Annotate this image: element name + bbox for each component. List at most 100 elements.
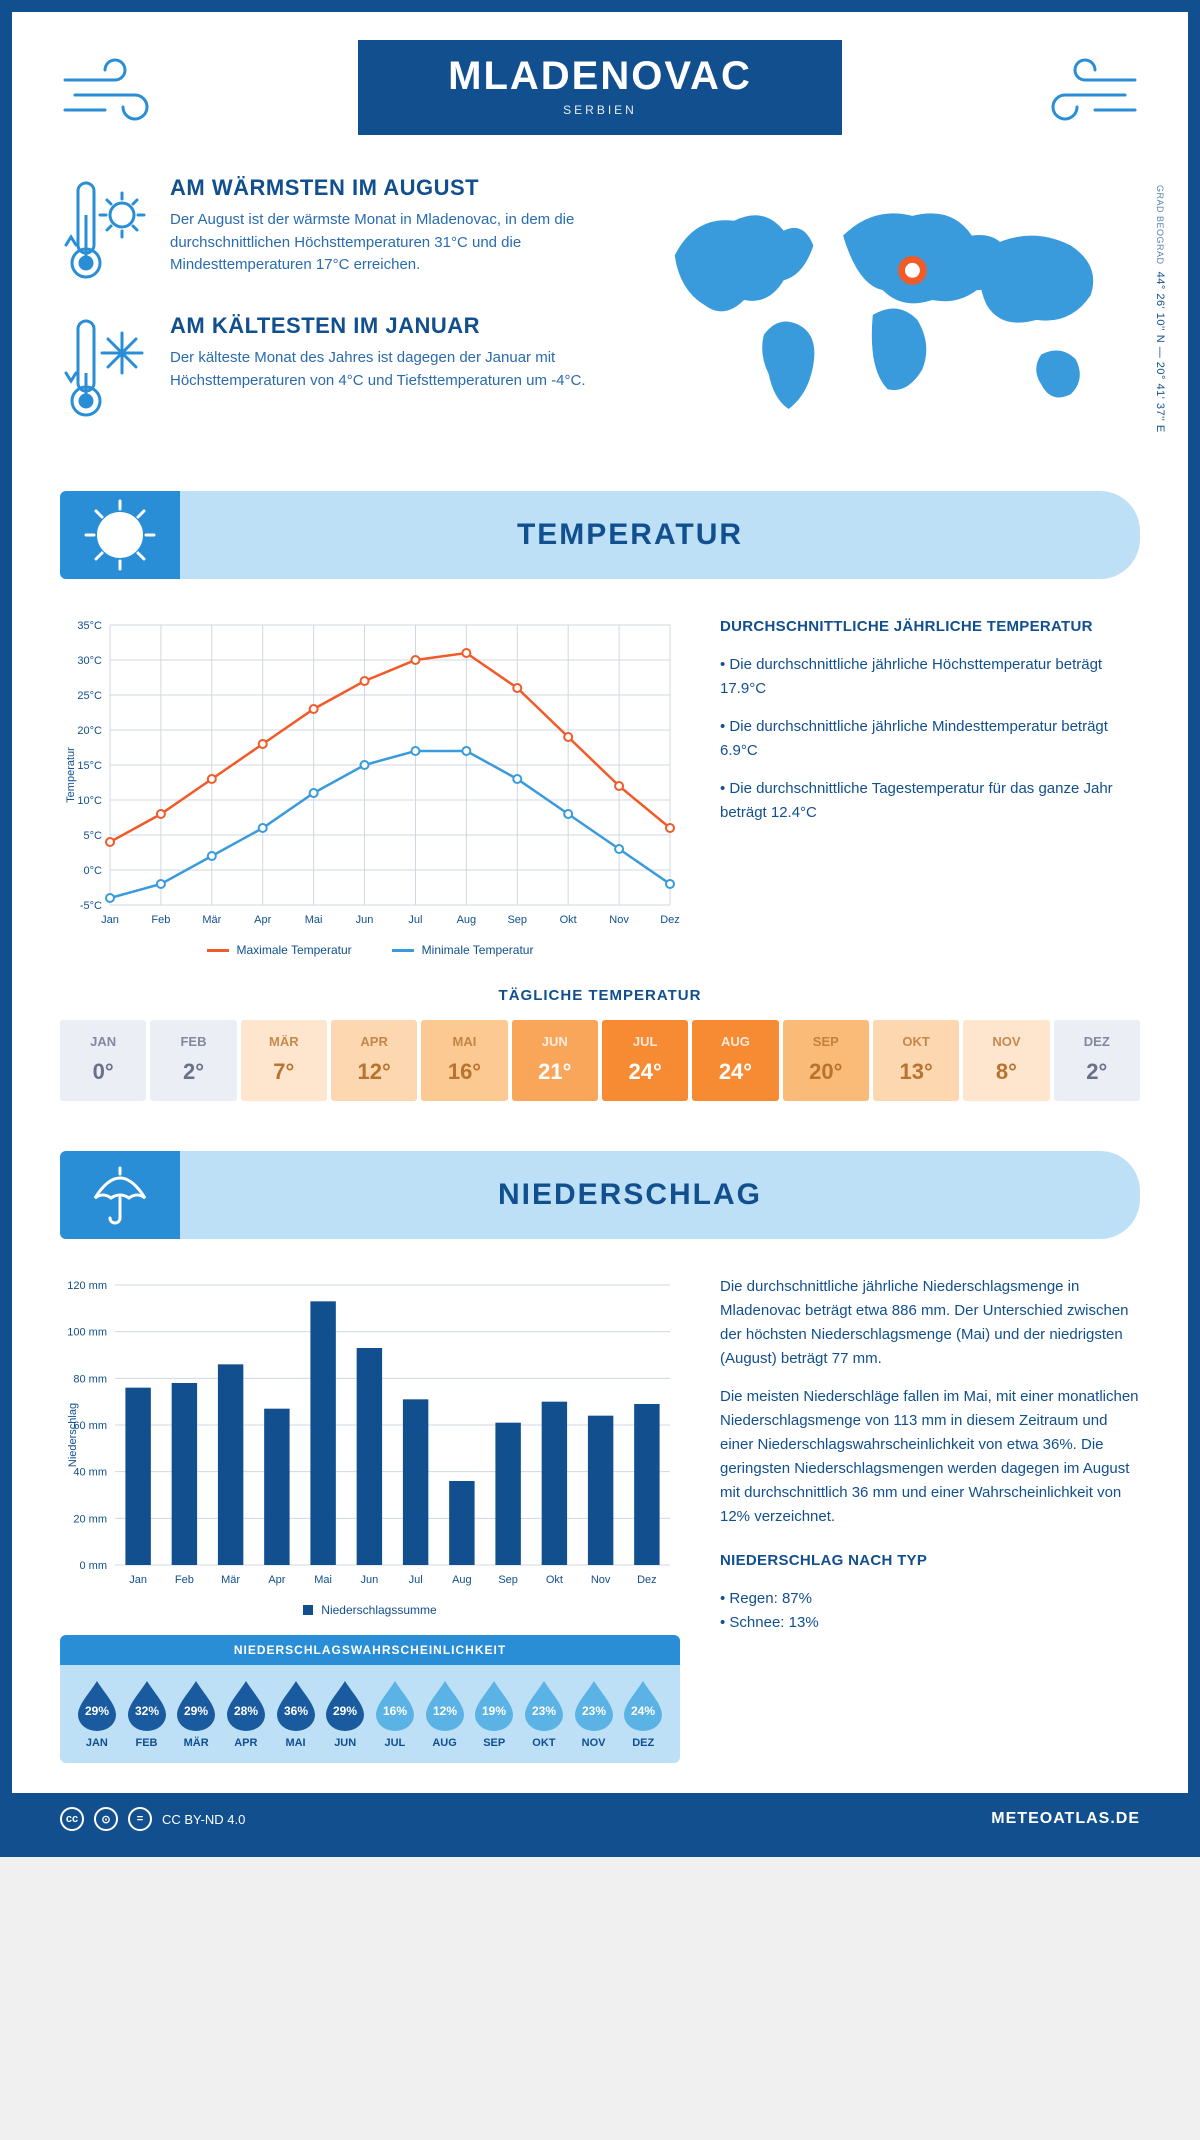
probability-drop: 12%AUG [422,1679,468,1749]
svg-text:Jun: Jun [356,914,374,926]
month-cell: SEP20° [783,1020,869,1101]
daily-temp-grid: JAN0°FEB2°MÄR7°APR12°MAI16°JUN21°JUL24°A… [60,1020,1140,1101]
coldest-title: AM KÄLTESTEN IM JANUAR [170,313,605,339]
svg-text:Sep: Sep [507,914,527,926]
temperature-chart: -5°C0°C5°C10°C15°C20°C25°C30°C35°CJanFeb… [60,615,680,957]
precipitation-section-header: NIEDERSCHLAG [60,1151,1140,1239]
month-cell: JUL24° [602,1020,688,1101]
wind-icon [1030,50,1140,130]
precipitation-summary: Die durchschnittliche jährliche Niedersc… [720,1275,1140,1763]
precipitation-chart: 0 mm20 mm40 mm60 mm80 mm100 mm120 mmJanF… [60,1275,680,1763]
temperature-summary: DURCHSCHNITTLICHE JÄHRLICHE TEMPERATUR •… [720,615,1140,957]
svg-text:Aug: Aug [457,914,477,926]
svg-text:120 mm: 120 mm [67,1280,107,1292]
svg-text:Feb: Feb [151,914,170,926]
page: MLADENOVAC SERBIEN AM WÄRMSTEN IM AUGUST… [0,0,1200,1857]
svg-text:Temperatur: Temperatur [65,747,77,803]
svg-text:-5°C: -5°C [80,900,102,912]
svg-text:Jul: Jul [409,1574,423,1586]
svg-text:Jul: Jul [408,914,422,926]
probability-drop: 28%APR [223,1679,269,1749]
month-cell: NOV8° [963,1020,1049,1101]
intro-row: AM WÄRMSTEN IM AUGUST Der August ist der… [60,175,1140,451]
header: MLADENOVAC SERBIEN [60,40,1140,135]
probability-drop: 36%MAI [273,1679,319,1749]
svg-text:29%: 29% [184,1704,208,1718]
month-cell: JUN21° [512,1020,598,1101]
cc-icon: cc [60,1807,84,1831]
svg-text:Mär: Mär [202,914,221,926]
svg-text:Apr: Apr [268,1574,285,1586]
precipitation-legend: Niederschlagssumme [60,1603,680,1617]
svg-text:5°C: 5°C [84,830,103,842]
svg-text:Mär: Mär [221,1574,240,1586]
warmest-title: AM WÄRMSTEN IM AUGUST [170,175,605,201]
month-cell: AUG24° [692,1020,778,1101]
thermometer-hot-icon [60,175,150,285]
umbrella-icon [60,1151,180,1239]
svg-text:Jun: Jun [361,1574,379,1586]
temperature-legend: Maximale Temperatur Minimale Temperatur [60,943,680,957]
svg-text:29%: 29% [85,1704,109,1718]
warmest-text: Der August ist der wärmste Monat in Mlad… [170,209,605,277]
svg-text:Apr: Apr [254,914,271,926]
month-cell: OKT13° [873,1020,959,1101]
sun-icon [60,491,180,579]
svg-text:Niederschlag: Niederschlag [67,1403,79,1467]
svg-text:25°C: 25°C [77,690,102,702]
svg-text:Okt: Okt [546,1574,563,1586]
warmest-fact: AM WÄRMSTEN IM AUGUST Der August ist der… [60,175,605,285]
probability-drop: 19%SEP [471,1679,517,1749]
probability-drop: 29%MÄR [173,1679,219,1749]
svg-text:20 mm: 20 mm [73,1513,107,1525]
month-cell: MÄR7° [241,1020,327,1101]
coldest-fact: AM KÄLTESTEN IM JANUAR Der kälteste Mona… [60,313,605,423]
nd-icon: = [128,1807,152,1831]
svg-text:10°C: 10°C [77,795,102,807]
svg-text:Aug: Aug [452,1574,472,1586]
svg-text:Jan: Jan [101,914,119,926]
svg-text:19%: 19% [482,1704,506,1718]
svg-text:Jan: Jan [129,1574,147,1586]
svg-text:Dez: Dez [637,1574,657,1586]
svg-text:40 mm: 40 mm [73,1467,107,1479]
license-text: CC BY-ND 4.0 [162,1812,245,1827]
precipitation-title: NIEDERSCHLAG [180,1178,1140,1212]
svg-text:23%: 23% [532,1704,556,1718]
svg-text:35°C: 35°C [77,620,102,632]
probability-drop: 23%OKT [521,1679,567,1749]
wind-icon [60,50,170,130]
svg-text:0°C: 0°C [84,865,103,877]
precipitation-probability: NIEDERSCHLAGSWAHRSCHEINLICHKEIT 29%JAN32… [60,1635,680,1763]
svg-text:30°C: 30°C [77,655,102,667]
svg-text:28%: 28% [234,1704,258,1718]
world-map: GRAD BEOGRAD 44° 26' 10'' N — 20° 41' 37… [645,175,1140,451]
month-cell: DEZ2° [1054,1020,1140,1101]
svg-text:36%: 36% [284,1704,308,1718]
coordinates: GRAD BEOGRAD 44° 26' 10'' N — 20° 41' 37… [1154,185,1166,433]
probability-drop: 29%JAN [74,1679,120,1749]
temperature-section-header: TEMPERATUR [60,491,1140,579]
svg-text:Sep: Sep [498,1574,518,1586]
month-cell: MAI16° [421,1020,507,1101]
month-cell: FEB2° [150,1020,236,1101]
svg-text:Mai: Mai [305,914,323,926]
probability-drop: 24%DEZ [620,1679,666,1749]
probability-drop: 32%FEB [124,1679,170,1749]
brand: METEOATLAS.DE [991,1810,1140,1828]
svg-text:Mai: Mai [314,1574,332,1586]
country-subtitle: SERBIEN [448,103,752,117]
probability-drop: 23%NOV [571,1679,617,1749]
svg-text:80 mm: 80 mm [73,1373,107,1385]
svg-text:24%: 24% [631,1704,655,1718]
city-title: MLADENOVAC [448,54,752,99]
svg-text:16%: 16% [383,1704,407,1718]
svg-text:23%: 23% [582,1704,606,1718]
month-cell: JAN0° [60,1020,146,1101]
svg-text:32%: 32% [134,1704,158,1718]
svg-text:100 mm: 100 mm [67,1327,107,1339]
svg-text:29%: 29% [333,1704,357,1718]
svg-text:Nov: Nov [609,914,629,926]
svg-text:0 mm: 0 mm [80,1560,108,1572]
coldest-text: Der kälteste Monat des Jahres ist dagege… [170,347,605,392]
